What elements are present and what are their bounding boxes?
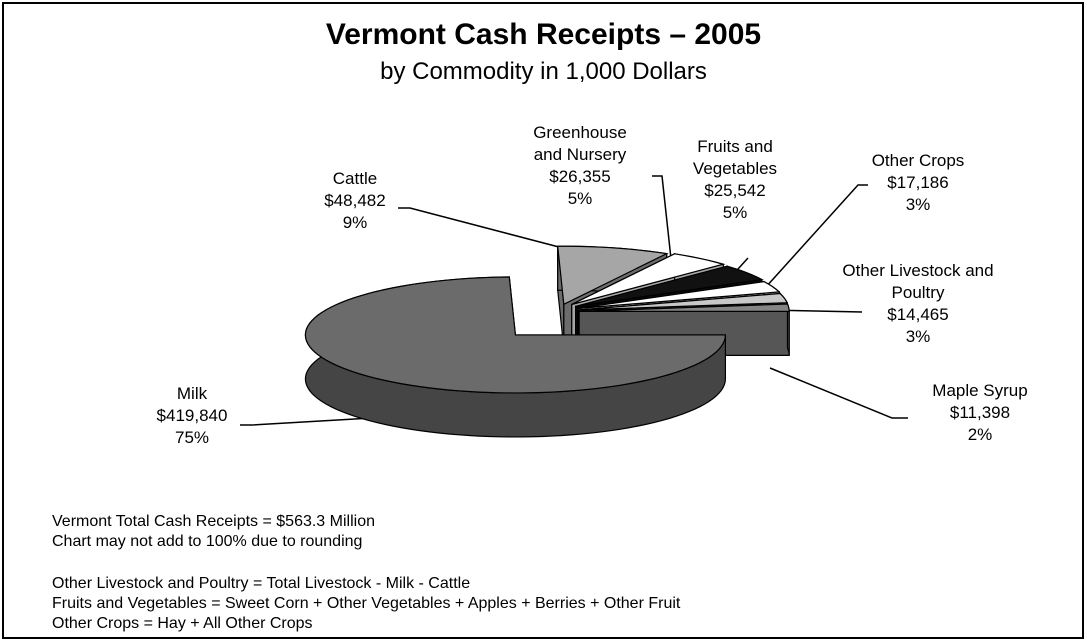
leader-line <box>769 367 908 419</box>
chart-title: Vermont Cash Receipts – 2005 <box>325 18 762 51</box>
slice-top <box>557 245 669 306</box>
footnote: Fruits and Vegetables = Sweet Corn + Oth… <box>52 595 681 612</box>
percent-label: 5% <box>567 189 593 208</box>
percent-label: 3% <box>905 327 931 346</box>
leader-line <box>240 417 373 426</box>
percent-label: 9% <box>342 213 368 232</box>
chart-subtitle: by Commodity in 1,000 Dollars <box>380 58 707 85</box>
slice-top <box>304 276 727 394</box>
footnote: Other Crops = Hay + All Other Crops <box>52 615 313 632</box>
slice-top <box>577 280 781 309</box>
leader-line <box>398 207 579 253</box>
footnote: Vermont Total Cash Receipts = $563.3 Mil… <box>52 513 375 530</box>
slice-side-shade <box>787 304 790 356</box>
slice-label: Other Livestock and Poultry <box>842 261 994 302</box>
leader-line <box>755 184 868 299</box>
value-label: $11,398 <box>949 403 1011 422</box>
slice-label: Greenhouse and Nursery <box>533 123 627 164</box>
percent-label: 3% <box>905 195 931 214</box>
percent-label: 75% <box>174 428 210 447</box>
value-label: $14,465 <box>887 305 949 324</box>
footnote: Chart may not add to 100% due to roundin… <box>52 533 363 550</box>
value-label: $17,186 <box>887 173 949 192</box>
footnote: Other Livestock and Poultry = Total Live… <box>52 575 471 592</box>
slice-label: Milk <box>176 384 208 403</box>
value-label: $26,355 <box>549 167 611 186</box>
value-label: $419,840 <box>156 406 228 425</box>
slice-label: Other Crops <box>871 151 965 170</box>
value-label: $25,542 <box>704 181 766 200</box>
value-label: $48,482 <box>324 191 386 210</box>
percent-label: 2% <box>967 425 993 444</box>
slice <box>304 276 727 438</box>
percent-label: 5% <box>722 203 748 222</box>
slice-label: Cattle <box>332 169 378 188</box>
slice-top <box>578 292 789 311</box>
slice-top <box>579 303 790 312</box>
leader-line <box>652 175 673 269</box>
slice-label: Fruits and Vegetables <box>692 137 778 178</box>
slice-top <box>575 265 764 307</box>
slice-label: Maple Syrup <box>932 381 1028 400</box>
slice-top <box>571 253 726 305</box>
